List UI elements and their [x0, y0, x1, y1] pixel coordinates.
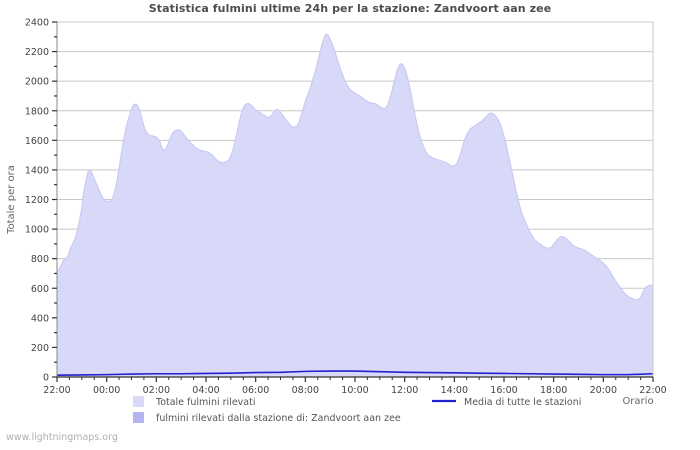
- y-tick-label: 2400: [25, 18, 49, 29]
- legend-label-total: Totale fulmini rilevati: [155, 397, 255, 408]
- legend-swatch-station: [133, 412, 144, 423]
- y-tick-label: 2200: [25, 47, 49, 58]
- x-tick-label: 10:00: [341, 385, 368, 396]
- series-total-area: [57, 33, 653, 377]
- y-tick-label: 200: [31, 343, 49, 354]
- x-tick-label: 22:00: [43, 385, 70, 396]
- y-tick-label: 0: [43, 373, 49, 384]
- x-tick-label: 02:00: [143, 385, 170, 396]
- x-axis-title: Orario: [622, 396, 653, 407]
- y-axis-title: Totale per ora: [6, 165, 17, 235]
- y-tick-label: 1800: [25, 106, 49, 117]
- y-tick-label: 1000: [25, 225, 49, 236]
- x-tick-label: 08:00: [292, 385, 319, 396]
- y-tick-label: 1600: [25, 136, 49, 147]
- x-tick-label: 06:00: [242, 385, 269, 396]
- x-tick-label: 16:00: [490, 385, 517, 396]
- y-tick-label: 800: [31, 254, 49, 265]
- y-tick-label: 2000: [25, 77, 49, 88]
- y-tick-label: 400: [31, 313, 49, 324]
- watermark-text: www.lightningmaps.org: [6, 432, 118, 443]
- x-tick-label: 04:00: [192, 385, 219, 396]
- x-tick-label: 00:00: [93, 385, 120, 396]
- y-tick-label: 600: [31, 284, 49, 295]
- chart-title: Statistica fulmini ultime 24h per la sta…: [148, 2, 552, 15]
- series-average-line: [56, 370, 654, 377]
- x-tick-label: 22:00: [639, 385, 666, 396]
- series-total-outline: [56, 33, 653, 301]
- y-tick-label: 1400: [25, 165, 49, 176]
- legend-swatch-total: [133, 396, 144, 407]
- x-tick-label: 14:00: [441, 385, 468, 396]
- x-tick-label: 12:00: [391, 385, 418, 396]
- x-tick-label: 18:00: [540, 385, 567, 396]
- x-tick-label: 20:00: [590, 385, 617, 396]
- legend-label-average: Media di tutte le stazioni: [464, 397, 581, 408]
- legend-label-station: fulmini rilevati dalla stazione di: Zand…: [156, 413, 401, 424]
- y-tick-label: 1200: [25, 195, 49, 206]
